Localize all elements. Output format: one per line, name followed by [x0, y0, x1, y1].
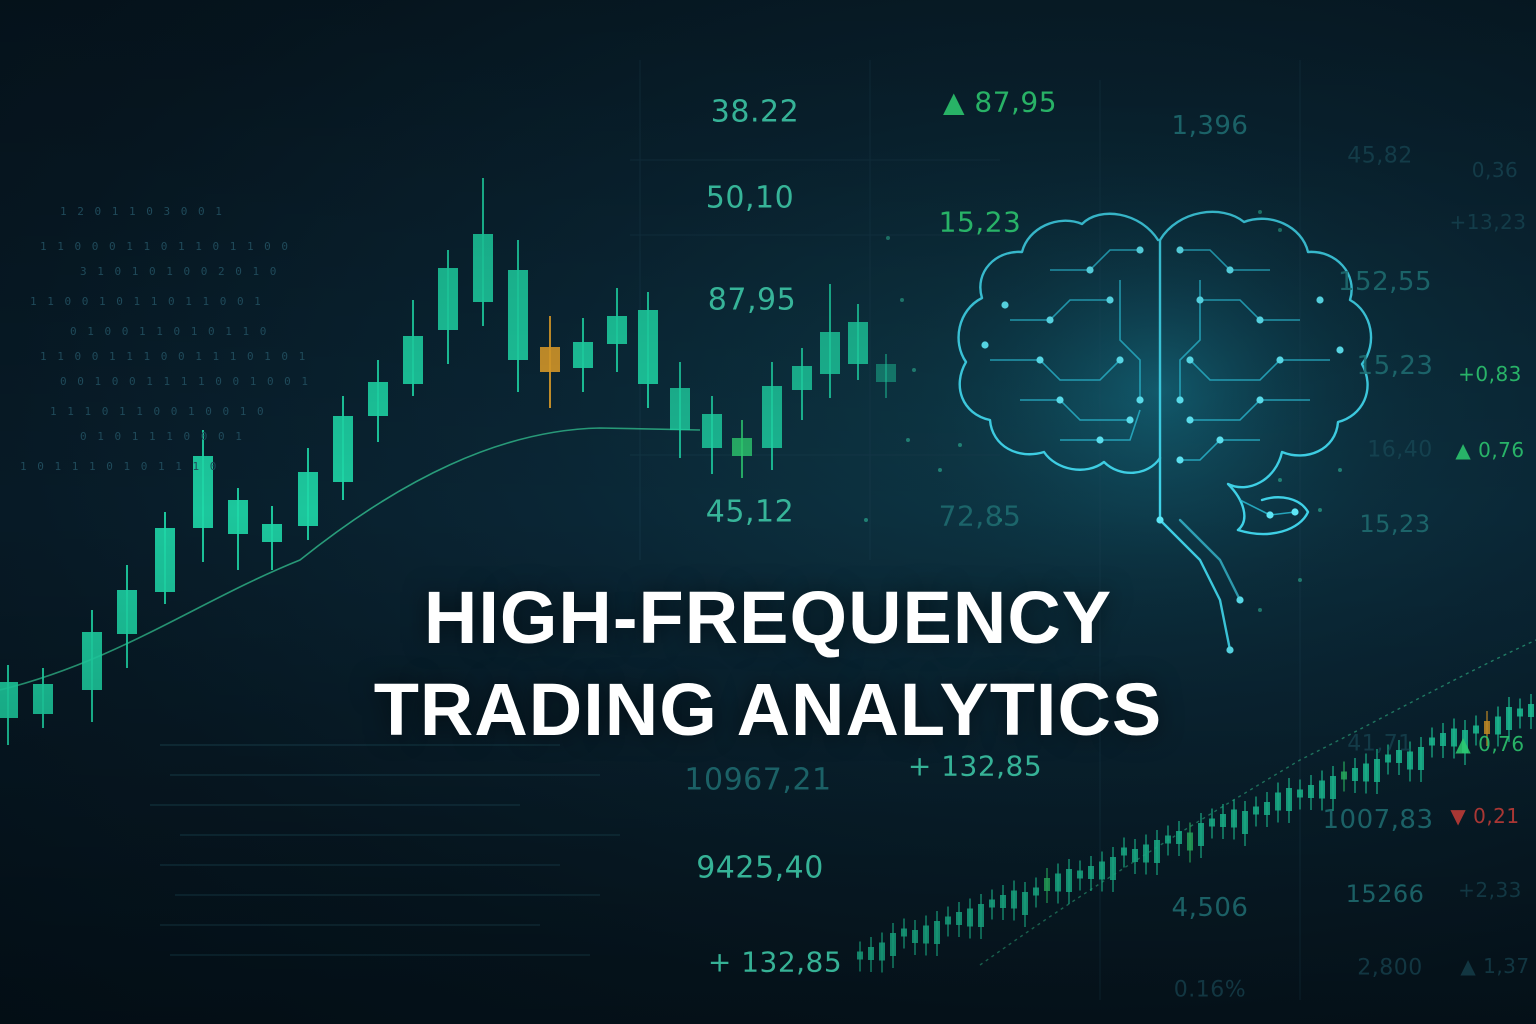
binary-code-line: 1 1 0 0 0 1 1 0 1 1 0 1 1 0 0: [40, 240, 291, 253]
ticker-value: 41,71: [1347, 731, 1413, 757]
binary-code-line: 1 0 1 1 1 0 1 0 1 1 1 0: [20, 460, 219, 473]
binary-code-line: 3 1 0 1 0 1 0 0 2 0 1 0: [80, 265, 279, 278]
ticker-value: +2,33: [1458, 878, 1522, 902]
ticker-value: +0,83: [1458, 362, 1522, 386]
ticker-value: 9425,40: [696, 850, 824, 886]
binary-code-line: 1 2 0 1 1 0 3 0 0 1: [60, 205, 224, 218]
ticker-value: 1007,83: [1322, 805, 1434, 835]
ticker-value: 0,36: [1471, 158, 1519, 182]
ticker-value: 4,506: [1171, 893, 1249, 923]
ticker-value: ▲ 1,37: [1460, 954, 1530, 978]
ticker-value: 15,23: [1356, 351, 1434, 381]
ticker-value: + 132,85: [707, 945, 843, 979]
ticker-value: 1,396: [1171, 111, 1249, 141]
ticker-value: 152,55: [1338, 267, 1432, 297]
ticker-value: 16,40: [1367, 437, 1433, 463]
ticker-value: + 132,85: [907, 749, 1043, 783]
ticker-value: 0.16%: [1173, 977, 1247, 1003]
ticker-value: 2,800: [1357, 955, 1423, 981]
ticker-value: 38.22: [710, 94, 800, 130]
ticker-value: +13,23: [1449, 210, 1527, 234]
ticker-value: 72,85: [938, 499, 1022, 533]
ticker-value: 45,82: [1347, 143, 1413, 169]
ticker-value: ▼ 0,21: [1450, 804, 1520, 828]
ticker-value: ▲ 0,76: [1455, 732, 1525, 756]
ticker-value: 87,95: [707, 282, 797, 318]
binary-code-line: 1 1 0 0 1 1 1 0 0 1 1 1 0 1 0 1: [40, 350, 308, 363]
ticker-value: ▲ 0,76: [1455, 438, 1525, 462]
ticker-value: 45,12: [705, 494, 795, 530]
ticker-value: 15266: [1345, 880, 1425, 908]
binary-code-line: 1 1 1 0 1 1 0 0 1 0 0 1 0: [50, 405, 266, 418]
ticker-value: 15,23: [938, 205, 1022, 239]
ticker-value: 50,10: [705, 180, 795, 216]
ticker-value: 10967,21: [684, 762, 832, 798]
binary-code-line: 0 1 0 1 1 1 0 0 0 1: [80, 430, 244, 443]
binary-code-line: 0 1 0 0 1 1 0 1 0 1 1 0: [70, 325, 269, 338]
ticker-value: 15,23: [1359, 510, 1431, 538]
binary-code-line: 0 0 1 0 0 1 1 1 1 0 0 1 0 0 1: [60, 375, 311, 388]
headline-line-1: HIGH-FREQUENCY: [423, 576, 1113, 659]
ticker-value: ▲ 87,95: [942, 85, 1058, 119]
binary-code-line: 1 1 0 0 1 0 1 1 0 1 1 0 0 1: [30, 295, 263, 308]
headline-line-2: TRADING ANALYTICS: [373, 668, 1163, 751]
headline: HIGH-FREQUENCY TRADING ANALYTICS: [0, 572, 1536, 756]
